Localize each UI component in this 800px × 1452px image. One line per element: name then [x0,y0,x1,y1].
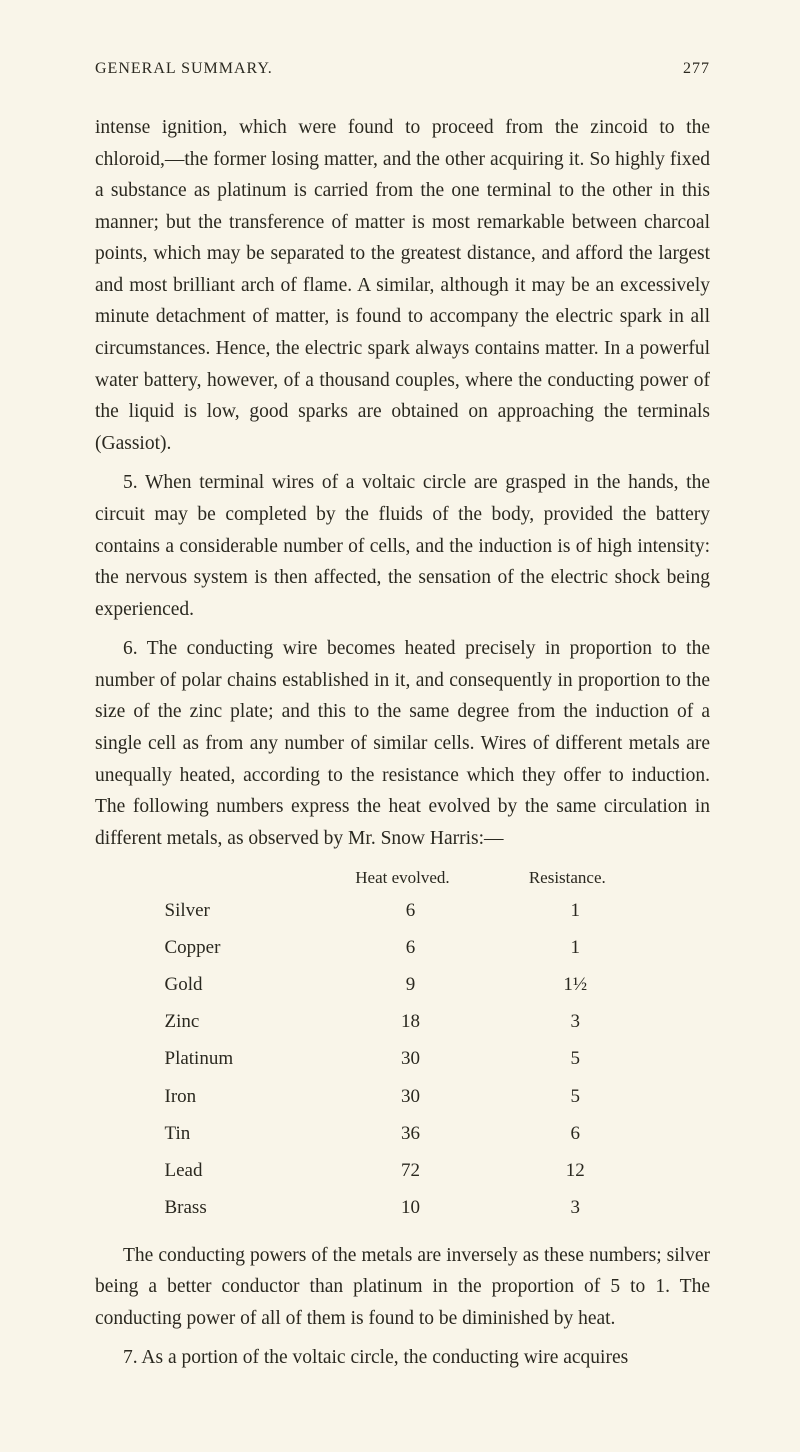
heat-cell: 6 [327,892,494,929]
paragraph-4: The conducting powers of the metals are … [95,1240,710,1335]
table-row: Tin 36 6 [157,1115,649,1152]
body-text: intense ignition, which were found to pr… [95,112,710,854]
paragraph-1: intense ignition, which were found to pr… [95,112,710,459]
resistance-cell: 5 [494,1078,656,1115]
resistance-cell: 6 [494,1115,656,1152]
table-row: Platinum 30 5 [157,1040,649,1077]
resistance-cell: 1 [494,929,656,966]
metal-cell: Copper [157,929,327,966]
table-row: Copper 6 1 [157,929,649,966]
table-header-row: Heat evolved. Resistance. [157,868,649,888]
table-row: Lead 72 12 [157,1152,649,1189]
body-text-lower: The conducting powers of the metals are … [95,1240,710,1374]
running-head: GENERAL SUMMARY. [95,60,273,78]
table-row: Iron 30 5 [157,1078,649,1115]
heat-cell: 18 [327,1003,494,1040]
table-row: Silver 6 1 [157,892,649,929]
heat-cell: 9 [327,966,494,1003]
page-number: 277 [683,60,710,78]
heat-cell: 10 [327,1189,494,1226]
resistance-cell: 5 [494,1040,656,1077]
table-header-resistance: Resistance. [486,868,648,888]
resistance-cell: 12 [494,1152,656,1189]
paragraph-2: 5. When terminal wires of a voltaic circ… [95,467,710,625]
table-row: Gold 9 1½ [157,966,649,1003]
table-header-heat: Heat evolved. [319,868,486,888]
heat-cell: 30 [327,1078,494,1115]
resistance-cell: 1 [494,892,656,929]
resistance-cell: 3 [494,1189,656,1226]
metal-cell: Silver [157,892,327,929]
metal-cell: Gold [157,966,327,1003]
heat-resistance-table: Heat evolved. Resistance. Silver 6 1 Cop… [157,868,649,1225]
metal-cell: Tin [157,1115,327,1152]
metal-cell: Lead [157,1152,327,1189]
table-row: Zinc 18 3 [157,1003,649,1040]
table-header-blank [157,868,319,888]
metal-cell: Zinc [157,1003,327,1040]
metal-cell: Brass [157,1189,327,1226]
resistance-cell: 3 [494,1003,656,1040]
page-header: GENERAL SUMMARY. 277 [95,60,710,78]
metal-cell: Iron [157,1078,327,1115]
paragraph-3: 6. The conducting wire becomes heated pr… [95,633,710,854]
paragraph-5: 7. As a portion of the voltaic circle, t… [95,1342,710,1374]
resistance-cell: 1½ [494,966,656,1003]
page: GENERAL SUMMARY. 277 intense ignition, w… [0,0,800,1452]
table-row: Brass 10 3 [157,1189,649,1226]
heat-cell: 30 [327,1040,494,1077]
heat-cell: 72 [327,1152,494,1189]
heat-cell: 6 [327,929,494,966]
heat-cell: 36 [327,1115,494,1152]
metal-cell: Platinum [157,1040,327,1077]
